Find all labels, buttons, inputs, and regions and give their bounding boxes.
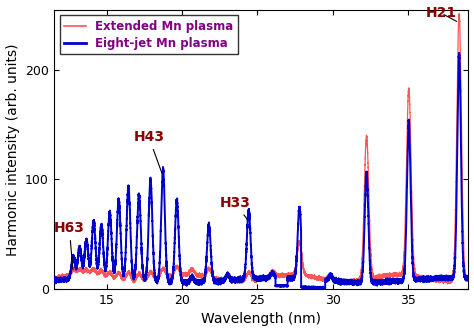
Text: H33: H33	[219, 196, 250, 219]
Y-axis label: Harmonic intensity (arb. units): Harmonic intensity (arb. units)	[6, 43, 19, 256]
Text: H21: H21	[426, 6, 457, 21]
X-axis label: Wavelength (nm): Wavelength (nm)	[201, 312, 321, 326]
Text: H43: H43	[133, 130, 164, 174]
Text: H63: H63	[54, 221, 85, 270]
Legend: Extended Mn plasma, Eight-jet Mn plasma: Extended Mn plasma, Eight-jet Mn plasma	[60, 16, 238, 54]
